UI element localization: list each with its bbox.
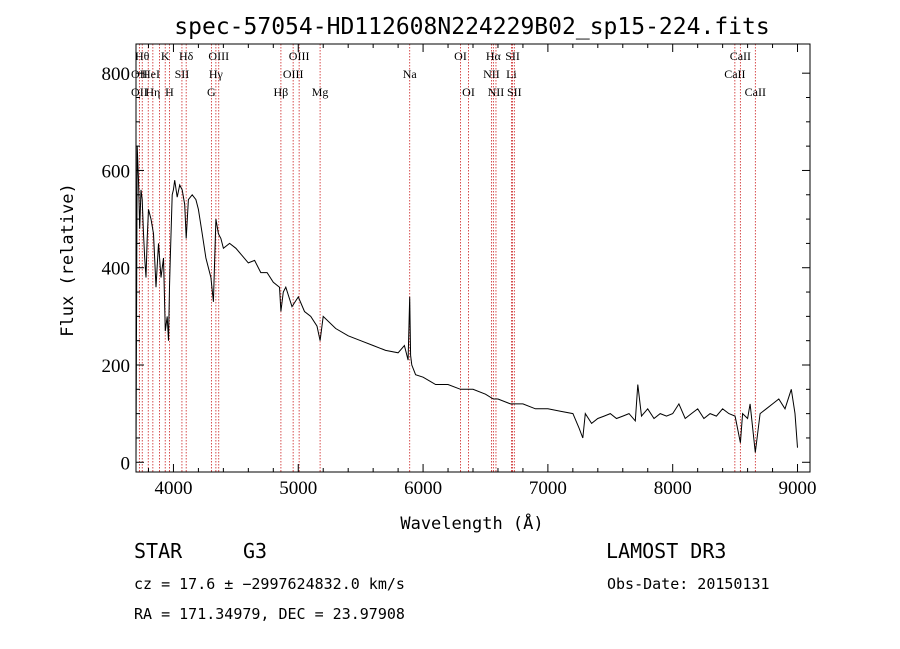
coords-text: RA = 171.34979, DEC = 23.97908 [134,605,405,623]
line-label-text: Hδ [179,49,194,63]
line-label-text: Hα [486,49,502,63]
y-tick-label: 800 [102,64,131,85]
line-label-text: SII [505,49,520,63]
x-tick-label: 4000 [154,478,192,499]
line-label-text: HeI [142,67,160,81]
y-tick-label: 0 [121,453,131,474]
y-tick-label: 200 [102,356,131,377]
y-axis: 0 200 400 600 800 [102,64,810,474]
spectrum-line [135,146,798,463]
x-axis: 4000 5000 6000 7000 8000 9000 [147,44,817,499]
survey-name: LAMOST DR3 [606,539,726,563]
line-label-text: Hθ [135,49,150,63]
object-subclass: G3 [243,539,267,563]
y-axis-label: Flux (relative) [58,183,78,337]
line-label-text: CaII [730,49,751,63]
line-label-text: OIII [283,67,304,81]
x-tick-label: 8000 [654,478,692,499]
line-label-text: SII [507,85,522,99]
line-label-text: Hη [145,85,160,99]
line-label-text: CaII [745,85,766,99]
line-label-text: OI [462,85,475,99]
x-axis-label: Wavelength (Å) [400,512,543,534]
line-markers [138,44,756,472]
x-tick-label: 7000 [529,478,567,499]
plot-frame [135,43,811,473]
chart-title: spec-57054-HD112608N224229B02_sp15-224.f… [174,14,769,40]
y-tick-label: 600 [102,161,131,182]
spectrum-series [135,146,798,463]
line-label-text: Na [403,67,418,81]
line-label-text: CaII [724,67,745,81]
object-class: STAR [134,539,183,563]
line-label-text: Li [506,67,517,81]
obs-date-text: Obs-Date: 20150131 [607,575,770,593]
line-label-text: Mg [312,85,329,99]
line-label-text: OII [131,85,148,99]
x-tick-label: 9000 [779,478,817,499]
line-label-text: Hβ [274,85,289,99]
redshift-text: cz = 17.6 ± −2997624832.0 km/s [134,575,405,593]
line-label-text: Hγ [209,67,224,81]
line-label-text: NII [483,67,500,81]
line-label-text: G [207,85,216,99]
line-label-text: OIII [208,49,229,63]
line-label-text: OII [131,67,148,81]
line-label-text: OIII [289,49,310,63]
x-tick-label: 6000 [404,478,442,499]
x-tick-label: 5000 [279,478,317,499]
line-label-text: OI [454,49,467,63]
y-tick-label: 400 [102,259,131,280]
line-label-text: K [161,49,170,63]
line-label-text: NII [488,85,505,99]
line-label-text: H [165,85,174,99]
line-label-text: SII [175,67,190,81]
